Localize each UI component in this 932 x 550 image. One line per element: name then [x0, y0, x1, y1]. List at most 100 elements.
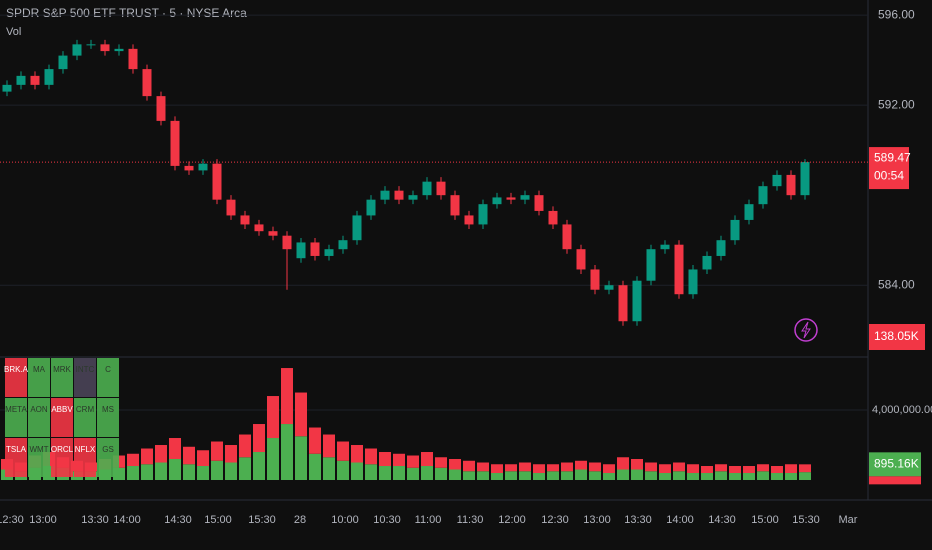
x-tick-label: 12:30 [0, 514, 24, 526]
volume-bar [183, 464, 195, 480]
candle-body [184, 165, 194, 171]
heatmap-cell [5, 438, 27, 477]
volume-bar [785, 464, 797, 474]
volume-bar [631, 459, 643, 470]
volume-bar [295, 436, 307, 480]
candle-body [800, 162, 810, 196]
volume-bar [463, 471, 475, 480]
candle-body [506, 197, 516, 200]
candle-body [604, 285, 614, 290]
volume-bar [771, 466, 783, 474]
volume-bar [617, 457, 629, 470]
candle-body [562, 224, 572, 250]
volume-bar [323, 457, 335, 480]
alert-icon[interactable] [794, 318, 818, 342]
heatmap-label: CRM [76, 405, 95, 414]
volume-bar [351, 445, 363, 463]
volume-bar [603, 464, 615, 474]
volume-indicator-label: Vol [6, 26, 21, 38]
candle-body [744, 204, 754, 220]
volume-label: 138.05K [874, 329, 919, 343]
candle-body [156, 96, 166, 121]
volume-bar [631, 469, 643, 480]
volume-bar [701, 466, 713, 474]
x-tick-label: 10:30 [373, 514, 401, 526]
candle-body [478, 204, 488, 225]
volume-bar [197, 450, 209, 467]
alert-bolt [801, 321, 811, 339]
heatmap-label: NFLX [75, 445, 96, 454]
volume-bar [449, 459, 461, 470]
heatmap-label: WMT [29, 445, 48, 454]
heatmap-cell [97, 438, 119, 477]
volume-bar [365, 464, 377, 480]
volume-bar [281, 424, 293, 480]
volume-bar [477, 471, 489, 480]
volume-bar [435, 467, 447, 480]
candle-body [212, 163, 222, 200]
candle-body [394, 190, 404, 200]
volume-bar [743, 473, 755, 480]
x-tick-label: 12:30 [541, 514, 569, 526]
y-tick-label: 584.00 [878, 277, 915, 291]
volume-current-label: 895.16K [874, 457, 919, 471]
volume-bar [659, 473, 671, 480]
heatmap-cell [51, 398, 73, 437]
volume-bar [267, 396, 279, 439]
heatmap-label: META [5, 405, 27, 414]
volume-bar [225, 445, 237, 463]
candle-body [660, 244, 670, 250]
candle-body [408, 195, 418, 200]
heatmap-label: AON [30, 405, 48, 414]
volume-bar [379, 452, 391, 467]
volume-bar [449, 469, 461, 480]
candle-body [296, 242, 306, 259]
y-tick-label: 592.00 [878, 97, 915, 111]
candle-body [702, 255, 712, 270]
chart-title: SPDR S&P 500 ETF TRUST · 5 · NYSE Arca [6, 6, 247, 20]
heatmap-cell [97, 358, 119, 397]
candle-body [576, 249, 586, 270]
x-tick-label: Mar [839, 514, 858, 526]
candle-body [198, 163, 208, 171]
x-tick-label: 13:00 [29, 514, 57, 526]
candle-body [128, 48, 138, 70]
volume-bar [169, 459, 181, 480]
volume-bar [421, 452, 433, 467]
volume-bar [337, 441, 349, 461]
volume-bar [267, 438, 279, 480]
candle-body [380, 190, 390, 200]
x-tick-label: 12:00 [498, 514, 526, 526]
volume-bar [589, 462, 601, 472]
volume-bar [547, 471, 559, 480]
volume-bar [645, 471, 657, 480]
candle-body [226, 199, 236, 216]
volume-bar [715, 471, 727, 480]
candle-body [520, 195, 530, 200]
volume-bar [505, 471, 517, 480]
heatmap-cell [5, 358, 27, 397]
candle-body [786, 174, 796, 196]
candle-body [646, 249, 656, 281]
volume-bar [169, 438, 181, 460]
volume-bar [491, 473, 503, 480]
heatmap-cell [5, 398, 27, 437]
volume-bar [253, 424, 265, 453]
candle-body [254, 224, 264, 232]
x-tick-label: 10:00 [331, 514, 359, 526]
candle-body [240, 215, 250, 225]
volume-bar [519, 462, 531, 472]
x-tick-label: 15:30 [792, 514, 820, 526]
volume-bar [295, 392, 307, 437]
candle-body [366, 199, 376, 216]
heatmap-label: TSLA [6, 445, 27, 454]
candle-body [772, 174, 782, 187]
volume-bar [799, 464, 811, 473]
heatmap-cell [74, 358, 96, 397]
candle-body [716, 240, 726, 256]
candle-body [2, 84, 12, 92]
volume-bar [365, 448, 377, 465]
heatmap-label: GS [102, 445, 114, 454]
x-tick-label: 13:30 [624, 514, 652, 526]
candle-body [688, 269, 698, 295]
